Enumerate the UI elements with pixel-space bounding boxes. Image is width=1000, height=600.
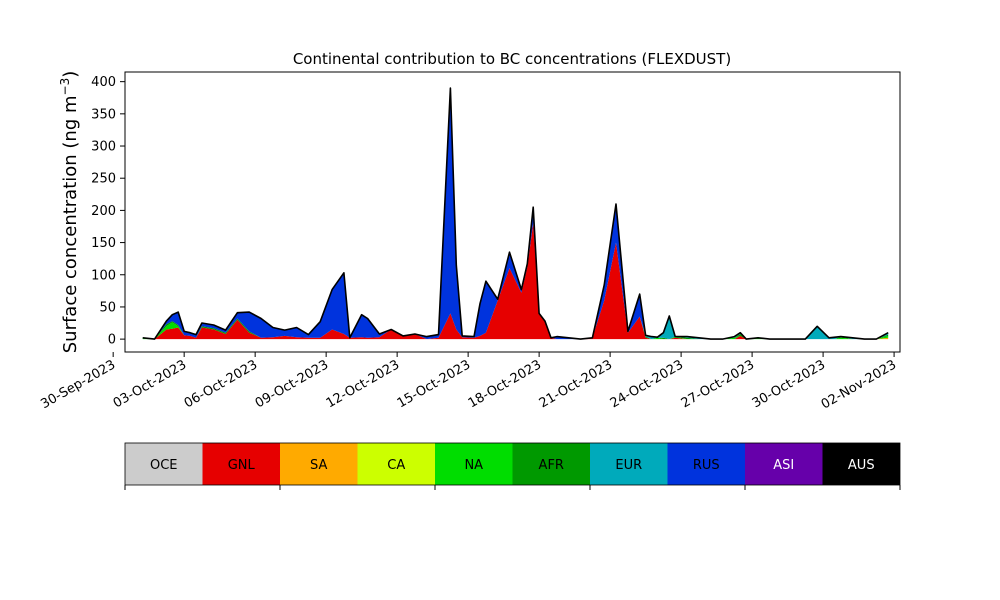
legend-swatch-sa (280, 443, 358, 485)
legend-frame (124, 442, 901, 486)
y-axis-ticks: 0 50 100 150 200 250 300 350 400 (91, 75, 125, 348)
legend-label-afr: AFR (539, 458, 564, 473)
legend-swatch-gnl (202, 443, 280, 485)
y-axis-label-main: Surface concentration (ng m (60, 95, 81, 353)
legend-swatch-aus (822, 443, 900, 485)
legend-label-gnl: GNL (228, 458, 256, 473)
y-tick-label: 50 (99, 300, 116, 315)
stacked-areas (142, 88, 889, 340)
legend-label-asi: ASI (773, 458, 794, 473)
legend-label-na: NA (464, 458, 483, 473)
legend-label-eur: EUR (615, 458, 642, 473)
legend-label-rus: RUS (693, 458, 720, 473)
y-tick-label: 250 (91, 172, 116, 187)
legend-label-aus: AUS (848, 458, 875, 473)
legend-swatch-ca (357, 443, 435, 485)
y-tick-label: 0 (108, 333, 116, 348)
legend-swatch-eur (590, 443, 668, 485)
y-tick-label: 100 (91, 268, 116, 283)
legend-label-sa: SA (310, 458, 327, 473)
y-axis-label-close: ) (60, 71, 81, 78)
area-gnl (142, 223, 889, 340)
y-tick-label: 300 (91, 140, 116, 155)
y-axis-label: Surface concentration (ng m−3) (58, 71, 81, 354)
legend-swatch-asi (745, 443, 823, 485)
total-concentration-line (142, 87, 889, 340)
legend-swatch-na (435, 443, 513, 485)
legend-swatch-oce (125, 443, 203, 485)
chart-title: Continental contribution to BC concentra… (293, 50, 731, 68)
y-tick-label: 350 (91, 107, 116, 122)
legend-swatch-rus (667, 443, 745, 485)
y-tick-label: 200 (91, 204, 116, 219)
y-axis-label-superscript: −3 (58, 78, 72, 96)
y-tick-label: 400 (91, 75, 116, 90)
legend-label-ca: CA (387, 458, 405, 473)
legend-colorbar: OCE GNL SA CA NA AFR EUR RUS ASI AUS (124, 442, 901, 490)
legend-swatch-afr (512, 443, 590, 485)
y-tick-label: 150 (91, 236, 116, 251)
plot-frame (124, 71, 901, 353)
legend-label-oce: OCE (150, 458, 178, 473)
